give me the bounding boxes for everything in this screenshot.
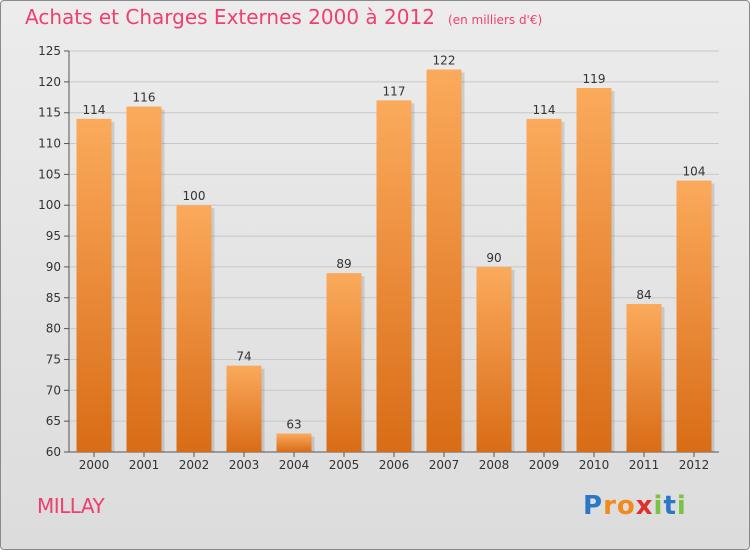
bar bbox=[576, 88, 612, 452]
y-tick-label: 70 bbox=[46, 383, 61, 397]
logo-letter: P bbox=[583, 491, 604, 521]
y-tick-label: 105 bbox=[38, 167, 61, 181]
bar bbox=[626, 303, 662, 452]
bar bbox=[276, 433, 312, 452]
y-tick-label: 100 bbox=[38, 198, 61, 212]
x-tick-label: 2001 bbox=[129, 458, 160, 472]
bar bbox=[676, 180, 712, 453]
y-tick-label: 75 bbox=[46, 352, 61, 366]
data-label: 104 bbox=[683, 165, 706, 179]
chart-title-block: Achats et Charges Externes 2000 à 2012 (… bbox=[25, 5, 542, 29]
data-label: 122 bbox=[433, 54, 456, 68]
x-tick-label: 2007 bbox=[429, 458, 460, 472]
bar bbox=[126, 106, 162, 453]
x-tick-label: 2008 bbox=[479, 458, 510, 472]
chart-unit: (en milliers d'€) bbox=[448, 13, 543, 27]
y-tick-label: 125 bbox=[38, 44, 61, 58]
y-tick-label: 60 bbox=[46, 445, 61, 459]
x-tick-label: 2006 bbox=[379, 458, 410, 472]
y-tick-label: 110 bbox=[38, 137, 61, 151]
bar bbox=[376, 100, 412, 452]
y-tick-label: 65 bbox=[46, 414, 61, 428]
x-tick-label: 2009 bbox=[529, 458, 560, 472]
y-tick-label: 115 bbox=[38, 106, 61, 120]
labels: 60 65 70 75 80 85 90 95 100 105 110 115 120 125 114 200… bbox=[38, 44, 709, 472]
logo-letter: i bbox=[676, 491, 687, 521]
x-tick-label: 2010 bbox=[579, 458, 610, 472]
bars bbox=[76, 69, 715, 453]
bar bbox=[526, 118, 562, 452]
x-tick-label: 2005 bbox=[329, 458, 360, 472]
logo-letter: i bbox=[653, 491, 664, 521]
x-tick-label: 2000 bbox=[79, 458, 110, 472]
proxiti-logo: Proxiti bbox=[583, 491, 687, 521]
chart-title: Achats et Charges Externes 2000 à 2012 bbox=[25, 5, 435, 29]
data-label: 116 bbox=[133, 91, 156, 105]
data-label: 84 bbox=[636, 288, 651, 302]
bar bbox=[426, 69, 462, 452]
logo-letter: o bbox=[616, 491, 636, 521]
bar bbox=[76, 118, 112, 452]
x-tick-label: 2002 bbox=[179, 458, 210, 472]
data-label: 114 bbox=[533, 103, 556, 117]
logo-letter: r bbox=[603, 491, 617, 521]
data-label: 100 bbox=[183, 189, 206, 203]
data-label: 74 bbox=[236, 350, 251, 364]
bar bbox=[326, 273, 362, 452]
data-label: 119 bbox=[583, 72, 606, 86]
data-label: 117 bbox=[383, 84, 406, 98]
x-tick-label: 2004 bbox=[279, 458, 310, 472]
bar bbox=[226, 365, 262, 452]
logo-letter: t bbox=[663, 491, 677, 521]
y-tick-label: 95 bbox=[46, 229, 61, 243]
x-tick-label: 2012 bbox=[679, 458, 710, 472]
bar bbox=[476, 266, 512, 452]
data-label: 90 bbox=[486, 251, 501, 265]
y-tick-label: 85 bbox=[46, 291, 61, 305]
data-label: 89 bbox=[336, 257, 351, 271]
x-tick-label: 2003 bbox=[229, 458, 260, 472]
logo-letter: x bbox=[635, 491, 654, 521]
data-label: 63 bbox=[286, 417, 301, 431]
y-tick-label: 120 bbox=[38, 75, 61, 89]
data-label: 114 bbox=[83, 103, 106, 117]
y-tick-label: 80 bbox=[46, 322, 61, 336]
y-tick-label: 90 bbox=[46, 260, 61, 274]
commune-name: MILLAY bbox=[37, 494, 105, 518]
x-tick-label: 2011 bbox=[629, 458, 660, 472]
bar bbox=[176, 205, 212, 452]
